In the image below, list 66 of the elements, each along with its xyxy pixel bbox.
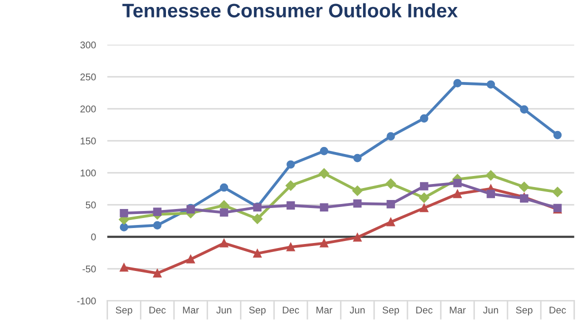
x-tick-label: Dec — [550, 306, 566, 314]
x-tick-label: Mar — [183, 306, 199, 314]
x-tick-label: Jun — [216, 306, 232, 314]
point — [120, 263, 128, 272]
point — [353, 154, 362, 162]
y-tick-label: 200 — [80, 106, 96, 112]
chart-title: Tennessee Consumer Outlook Index — [122, 3, 458, 18]
point — [420, 114, 428, 123]
x-tick-label: Sep — [249, 306, 266, 316]
point — [386, 200, 395, 208]
x-tick-label: Mar — [316, 306, 332, 314]
point — [320, 239, 328, 248]
point — [320, 146, 328, 156]
point — [352, 186, 363, 196]
x-tick-label: Sep — [382, 306, 400, 316]
point — [553, 130, 562, 140]
point — [386, 178, 396, 189]
point — [486, 170, 496, 180]
point — [353, 199, 362, 208]
y-tick-label: 250 — [80, 74, 96, 80]
point — [320, 203, 328, 212]
x-tick-label: Mar — [450, 306, 466, 314]
point — [286, 160, 295, 169]
y-tick-label: 0 — [91, 234, 96, 240]
x-tick-label: Jun — [350, 306, 365, 314]
point — [386, 132, 395, 140]
point — [220, 183, 228, 192]
x-tick-label: Dec — [149, 306, 166, 314]
point — [420, 204, 428, 212]
x-tick-label: Dec — [282, 306, 300, 314]
x-tick-label: Jun — [483, 306, 498, 314]
x-tick-label: Dec — [416, 306, 433, 314]
point — [453, 79, 462, 88]
point — [286, 201, 295, 210]
point — [420, 182, 428, 190]
x-tick-label: Sep — [116, 306, 132, 316]
point — [253, 249, 262, 258]
point — [486, 80, 495, 89]
y-tick-label: 150 — [80, 138, 96, 144]
point — [486, 190, 495, 198]
point — [386, 218, 395, 226]
point — [419, 192, 430, 203]
point — [552, 186, 563, 198]
point — [286, 242, 295, 252]
point — [120, 208, 128, 218]
point — [520, 105, 528, 114]
point — [453, 190, 462, 198]
point — [453, 178, 462, 188]
point — [318, 168, 330, 179]
y-tick-label: 50 — [86, 202, 96, 208]
point — [353, 233, 362, 242]
y-tick-label: 300 — [80, 42, 96, 48]
point — [220, 208, 228, 217]
x-tick-label: Sep — [516, 306, 532, 316]
point — [519, 182, 530, 192]
point — [252, 214, 262, 224]
point — [153, 208, 162, 216]
y-tick-label: -100 — [77, 298, 96, 304]
point — [153, 221, 162, 230]
y-tick-label: -50 — [82, 266, 96, 272]
point — [153, 269, 162, 278]
point — [220, 239, 228, 248]
point — [120, 223, 128, 232]
point — [186, 255, 195, 264]
point — [286, 180, 296, 191]
y-tick-label: 100 — [80, 170, 96, 176]
